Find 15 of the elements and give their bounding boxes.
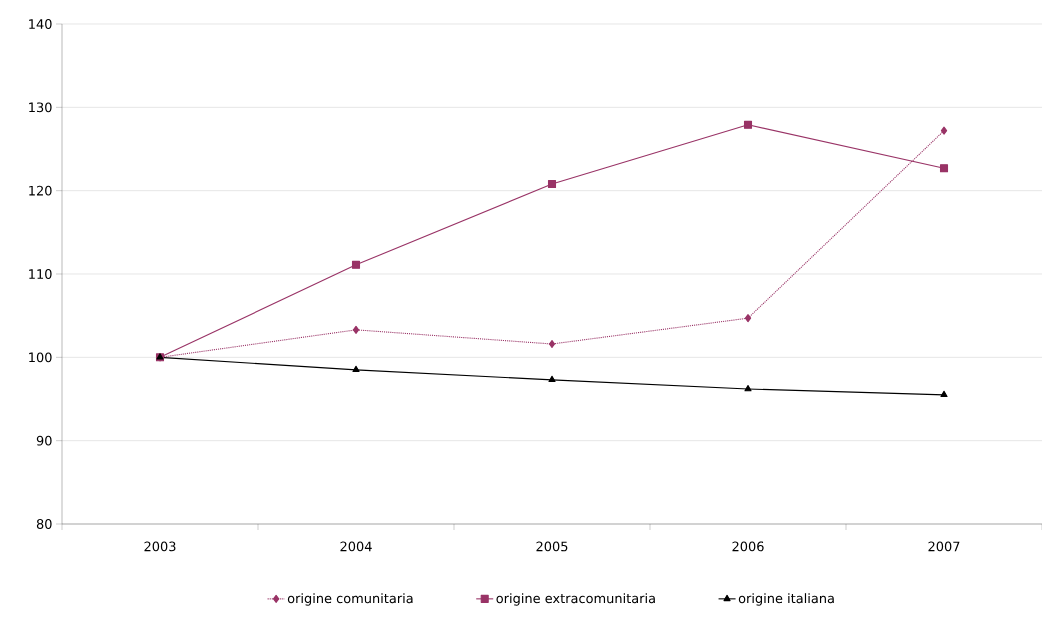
y-tick-label: 130 [29,102,52,113]
legend-label: origine comunitaria [287,593,413,606]
x-tick-label: 2005 [536,541,568,552]
x-tick-label: 2006 [732,541,764,552]
x-tick-label: 2004 [340,541,372,552]
x-tick-label: 2003 [144,541,176,552]
x-tick-label: 2007 [928,541,960,552]
y-tick-label: 90 [36,435,52,446]
y-tick-label: 120 [29,185,52,196]
y-tick-label: 110 [29,269,52,279]
legend-label: origine italiana [738,593,834,606]
legend-label: origine extracomunitaria [496,593,655,606]
y-tick-label: 100 [29,352,52,363]
y-tick-label: 140 [29,19,52,29]
y-tick-label: 80 [36,519,52,529]
